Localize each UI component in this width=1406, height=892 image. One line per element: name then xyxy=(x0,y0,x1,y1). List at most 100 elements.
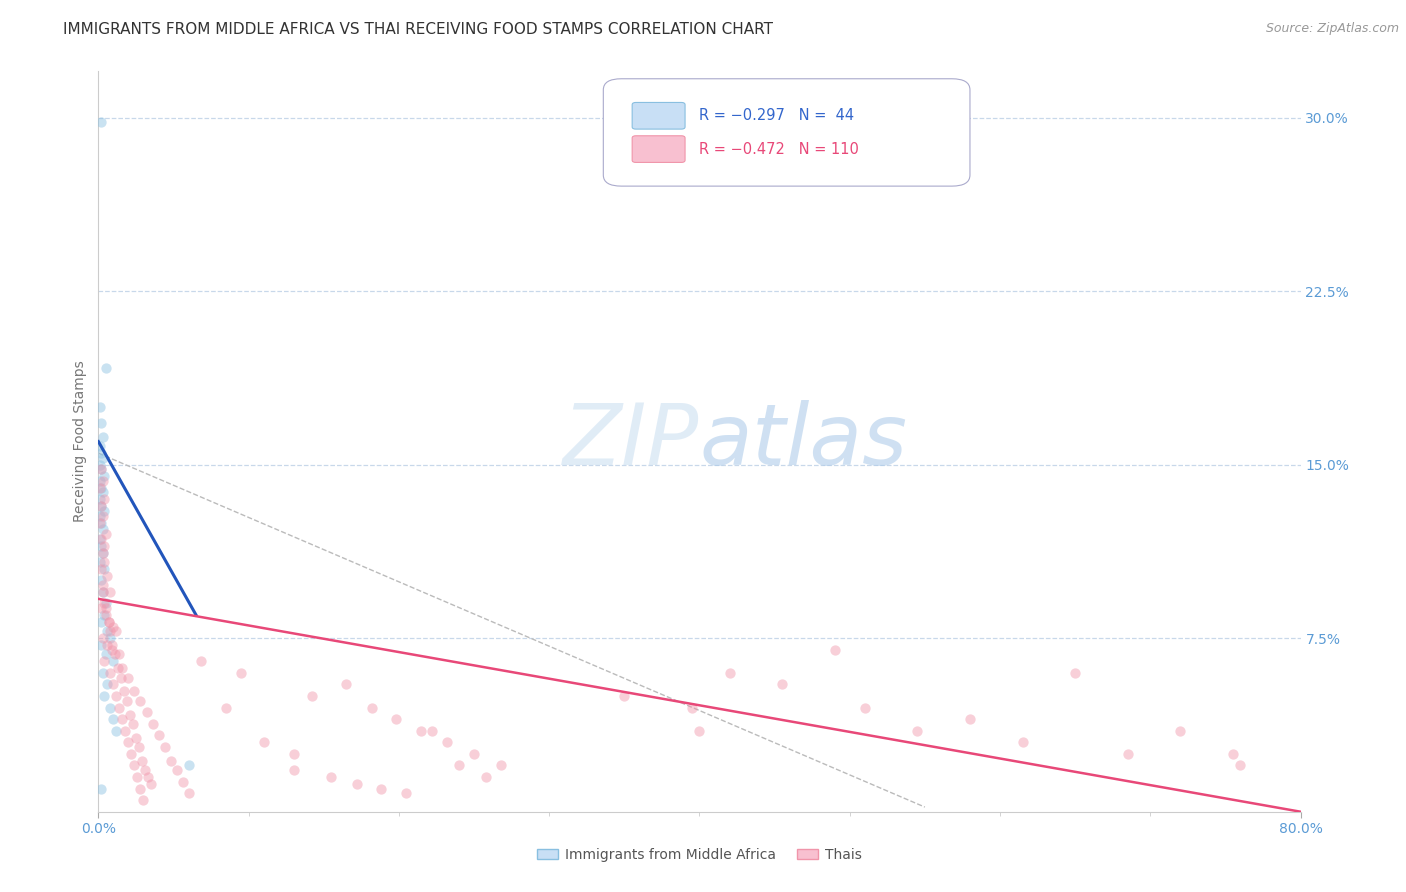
Point xyxy=(97,615,120,629)
Point xyxy=(91,430,114,444)
Point xyxy=(1064,665,1087,680)
Point xyxy=(118,707,141,722)
Point xyxy=(128,739,150,754)
Point xyxy=(395,786,418,800)
Point xyxy=(94,648,117,662)
Point xyxy=(96,568,118,582)
Point xyxy=(93,504,115,518)
Point xyxy=(89,516,111,530)
Point xyxy=(905,723,928,738)
Point xyxy=(475,770,498,784)
Point xyxy=(117,671,139,685)
Point xyxy=(89,508,111,523)
Point xyxy=(463,747,485,761)
Point xyxy=(121,747,143,761)
Point xyxy=(114,723,136,738)
Point xyxy=(172,774,194,789)
Point xyxy=(94,601,117,615)
Point xyxy=(853,700,876,714)
Point xyxy=(1222,747,1244,761)
Point xyxy=(103,712,125,726)
Point xyxy=(91,631,114,645)
Point xyxy=(177,786,200,800)
Point xyxy=(107,661,129,675)
Point xyxy=(91,545,114,560)
Point xyxy=(93,689,115,703)
Point xyxy=(90,462,112,476)
Point xyxy=(321,770,343,784)
Point xyxy=(283,763,305,777)
Point xyxy=(103,677,125,691)
Text: R = −0.472   N = 110: R = −0.472 N = 110 xyxy=(700,142,859,157)
Point xyxy=(100,665,122,680)
Point xyxy=(111,712,134,726)
Point xyxy=(94,597,117,611)
Point xyxy=(129,694,152,708)
Point xyxy=(177,758,200,772)
Point xyxy=(90,115,112,129)
Point xyxy=(689,723,711,738)
Point xyxy=(370,781,392,796)
Point xyxy=(489,758,512,772)
Point xyxy=(132,793,155,807)
Point xyxy=(91,485,114,500)
Point xyxy=(105,689,128,703)
Point xyxy=(100,624,122,639)
Point xyxy=(96,677,118,691)
Point xyxy=(134,763,156,777)
Point xyxy=(93,539,115,553)
Point xyxy=(1011,735,1033,749)
Point xyxy=(90,481,112,495)
Point xyxy=(124,758,146,772)
Point xyxy=(90,562,112,576)
Point xyxy=(89,458,111,472)
Point xyxy=(681,700,703,714)
Point xyxy=(89,400,111,414)
Point xyxy=(124,684,146,698)
Point xyxy=(89,492,111,507)
Point xyxy=(131,754,153,768)
Point xyxy=(959,712,981,726)
Point xyxy=(253,735,276,749)
Point xyxy=(1229,758,1251,772)
Point xyxy=(159,754,181,768)
Point xyxy=(361,700,384,714)
FancyBboxPatch shape xyxy=(633,103,685,129)
Point xyxy=(93,654,115,668)
FancyBboxPatch shape xyxy=(603,78,970,186)
Point xyxy=(90,601,112,615)
Point xyxy=(90,615,112,629)
Point xyxy=(91,585,114,599)
Point xyxy=(91,665,114,680)
Point xyxy=(90,532,112,546)
Point xyxy=(100,631,122,645)
Point xyxy=(105,624,128,639)
Point xyxy=(93,492,115,507)
Point xyxy=(1170,723,1192,738)
Point xyxy=(90,416,112,430)
Point xyxy=(166,763,188,777)
Point xyxy=(90,446,112,460)
Point xyxy=(90,781,112,796)
Point xyxy=(824,642,846,657)
Point xyxy=(94,608,117,623)
Point xyxy=(770,677,793,691)
Point xyxy=(105,723,128,738)
Point xyxy=(115,694,138,708)
Point xyxy=(89,555,111,569)
Point xyxy=(100,700,122,714)
Point xyxy=(91,474,114,488)
Point xyxy=(89,532,111,546)
Point xyxy=(613,689,636,703)
Point xyxy=(122,716,145,731)
Y-axis label: Receiving Food Stamps: Receiving Food Stamps xyxy=(73,360,87,523)
Point xyxy=(190,654,212,668)
Point xyxy=(91,450,114,465)
Text: atlas: atlas xyxy=(700,400,907,483)
Point xyxy=(385,712,408,726)
Point xyxy=(110,671,132,685)
Text: ZIP: ZIP xyxy=(564,400,700,483)
Point xyxy=(91,508,114,523)
Point xyxy=(104,648,127,662)
Point xyxy=(93,562,115,576)
